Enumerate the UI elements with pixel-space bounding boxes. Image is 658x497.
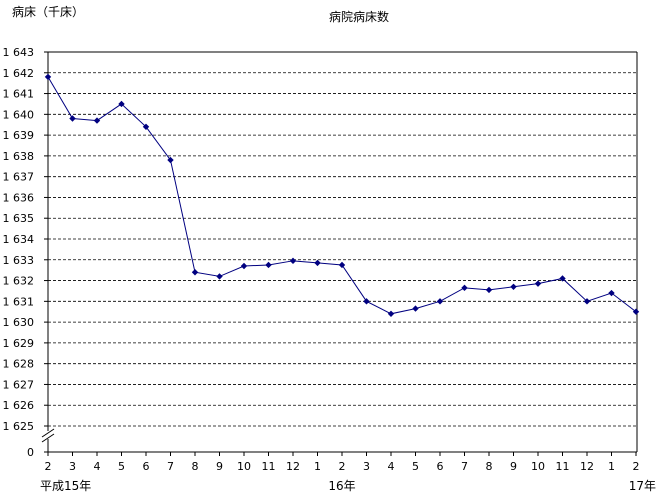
x-tick-label: 8 (192, 460, 199, 473)
y-tick-label: 1 629 (3, 337, 35, 350)
x-tick-label: 11 (556, 460, 570, 473)
data-point (363, 298, 370, 305)
data-point (510, 283, 517, 290)
axis-break-mark (41, 433, 55, 443)
data-point (167, 156, 174, 164)
data-point (608, 289, 615, 297)
x-tick-label: 4 (388, 460, 395, 473)
x-tick-label: 1 (314, 460, 321, 473)
data-point (436, 298, 444, 305)
y-tick-label: 1 635 (3, 212, 35, 225)
axes (41, 51, 638, 456)
x-tick-label: 2 (339, 460, 346, 473)
data-point (485, 286, 493, 294)
x-tick-label: 10 (237, 460, 251, 473)
y-zero-label: 0 (27, 446, 34, 459)
y-tick-label: 1 625 (3, 420, 35, 433)
x-tick-label: 12 (286, 460, 300, 473)
y-axis-title: 病床（千床） (12, 4, 84, 19)
x-tick-label: 5 (118, 460, 125, 473)
year-label: 17年 (629, 479, 656, 493)
y-tick-label: 1 640 (3, 108, 35, 121)
axis-break-mark (41, 428, 55, 438)
data-point (44, 73, 52, 81)
data-point (93, 117, 101, 124)
data-point (289, 257, 297, 265)
year-label: 平成15年 (40, 479, 91, 493)
y-tick-label: 1 634 (3, 233, 35, 246)
x-tick-label: 10 (531, 460, 545, 473)
data-point (265, 261, 272, 269)
x-tick-label: 7 (167, 460, 174, 473)
y-tick-labels: 1 625 1 626 1 627 1 628 1 629 1 630 1 631 1 632… (3, 46, 35, 459)
data-point (583, 298, 591, 305)
y-tick-label: 1 638 (3, 150, 35, 163)
x-tick-label: 7 (461, 460, 468, 473)
data-point (314, 259, 321, 267)
data-point (142, 123, 150, 130)
x-tick-label: 9 (216, 460, 223, 473)
data-point (632, 308, 640, 315)
y-tick-label: 1 628 (3, 358, 35, 371)
y-tick-label: 1 642 (3, 67, 35, 80)
x-tick-label: 6 (143, 460, 150, 473)
data-point (461, 284, 468, 292)
data-series (44, 73, 640, 317)
x-tick-label: 8 (486, 460, 493, 473)
data-point (216, 273, 223, 280)
data-point (534, 280, 542, 287)
y-tick-label: 1 632 (3, 275, 35, 288)
chart-title: 病院病床数 (329, 9, 389, 24)
data-point (191, 269, 199, 276)
y-tick-label: 1 626 (3, 399, 35, 412)
data-point (338, 261, 346, 269)
x-tick-label: 3 (363, 460, 370, 473)
year-label: 16年 (328, 479, 355, 493)
data-point (118, 100, 125, 108)
data-point (69, 115, 76, 122)
x-tick-label: 6 (437, 460, 444, 473)
data-point (412, 305, 419, 312)
x-tick-label: 1 (608, 460, 615, 473)
y-tick-label: 1 631 (3, 295, 35, 308)
y-tick-label: 1 641 (3, 88, 35, 101)
data-point (559, 275, 566, 282)
y-tick-label: 1 627 (3, 378, 35, 391)
x-tick-label: 11 (262, 460, 276, 473)
x-tick-label: 5 (412, 460, 419, 473)
series-line (47, 76, 637, 315)
axis-break-gap (42, 431, 54, 439)
x-tick-label: 3 (69, 460, 76, 473)
x-tick-label: 9 (510, 460, 517, 473)
y-tick-label: 1 633 (3, 254, 35, 267)
year-labels: 平成15年 16年 17年 (40, 479, 656, 493)
x-tick-label: 2 (633, 460, 640, 473)
y-tick-label: 1 630 (3, 316, 35, 329)
y-tick-label: 1 636 (3, 191, 35, 204)
x-tick-label: 2 (45, 460, 52, 473)
data-point (240, 262, 248, 270)
gridlines (48, 72, 637, 427)
y-tick-label: 1 639 (3, 129, 35, 142)
data-point (387, 310, 395, 317)
y-tick-label: 1 643 (3, 46, 35, 59)
x-tick-labels: 2 3 4 5 6 7 8 9 10 11 12 1 2 3 4 5 6 7 8 9 10 11 12 1 2 (45, 460, 640, 473)
x-tick-label: 12 (580, 460, 594, 473)
x-tick-label: 4 (94, 460, 101, 473)
y-tick-label: 1 637 (3, 171, 35, 184)
